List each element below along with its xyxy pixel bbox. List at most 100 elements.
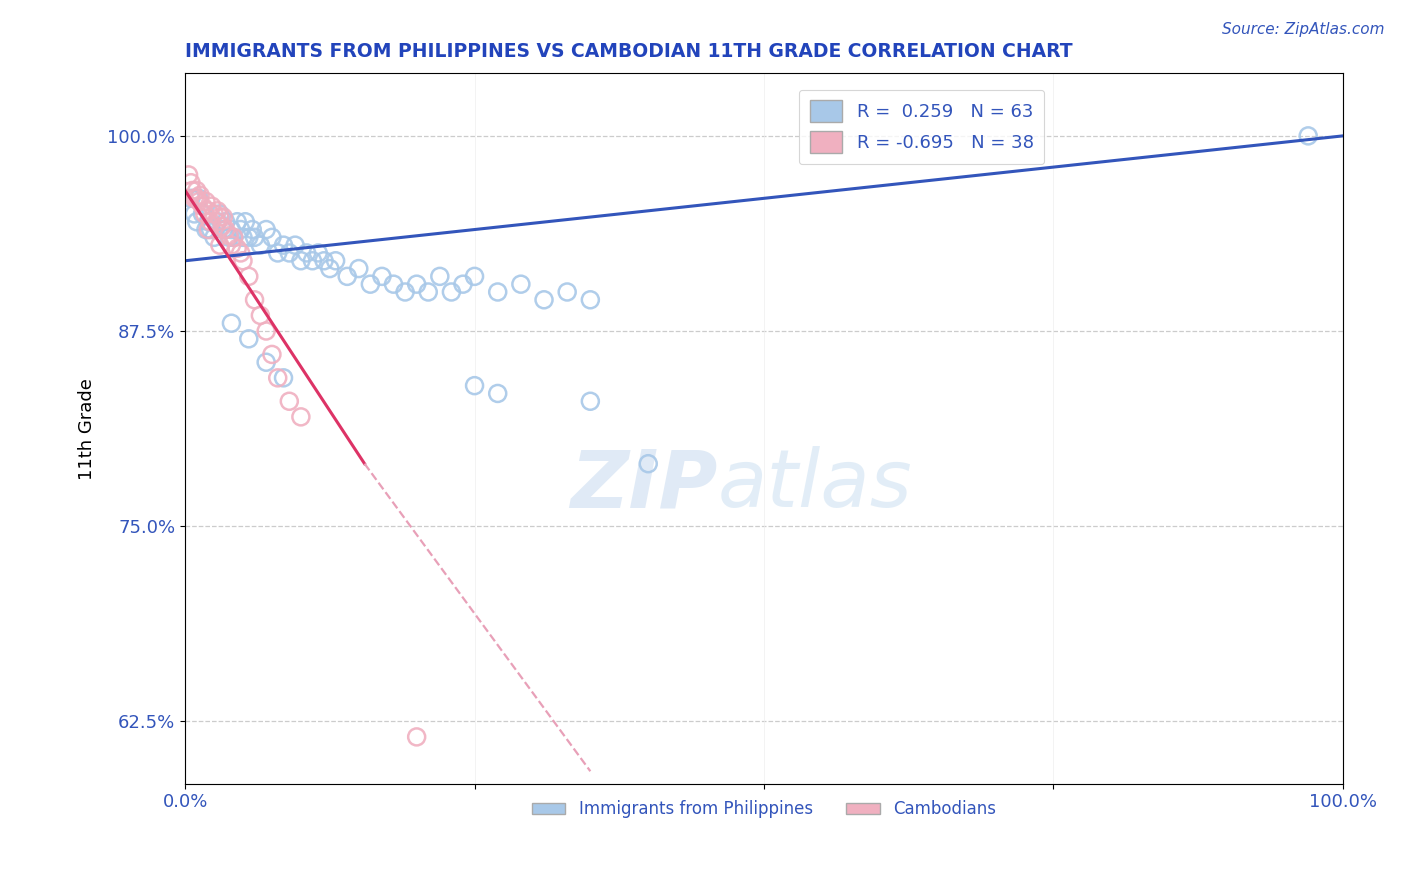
Point <box>200 222 222 236</box>
Point <box>197 203 219 218</box>
Text: atlas: atlas <box>717 446 912 524</box>
Point <box>207 215 229 229</box>
Point <box>451 277 474 292</box>
Point <box>218 230 240 244</box>
Point <box>312 253 335 268</box>
Point <box>205 215 228 229</box>
Point <box>177 168 200 182</box>
Point <box>307 246 329 260</box>
Point <box>555 285 578 299</box>
Point <box>509 277 531 292</box>
Point <box>267 371 290 385</box>
Point <box>214 215 236 229</box>
Point <box>260 347 283 361</box>
Point <box>418 285 440 299</box>
Point <box>180 191 202 205</box>
Text: ZIP: ZIP <box>571 446 717 524</box>
Point <box>290 409 312 424</box>
Point <box>186 184 208 198</box>
Point <box>232 253 254 268</box>
Point <box>194 194 217 209</box>
Point <box>382 277 405 292</box>
Point <box>359 277 381 292</box>
Point <box>243 230 266 244</box>
Point <box>290 253 312 268</box>
Point <box>243 293 266 307</box>
Point <box>319 261 342 276</box>
Point <box>301 253 323 268</box>
Point <box>183 191 205 205</box>
Point <box>201 199 224 213</box>
Point <box>249 309 271 323</box>
Point <box>211 219 233 234</box>
Point <box>191 207 214 221</box>
Point <box>229 222 252 236</box>
Point <box>197 215 219 229</box>
Point <box>188 191 211 205</box>
Point <box>226 241 249 255</box>
Point <box>254 222 277 236</box>
Point <box>194 207 217 221</box>
Point <box>188 194 211 209</box>
Point <box>194 222 217 236</box>
Point <box>273 238 295 252</box>
Point <box>226 215 249 229</box>
Point <box>229 246 252 260</box>
Point <box>405 277 427 292</box>
Point <box>284 238 307 252</box>
Point <box>221 316 243 330</box>
Point <box>180 176 202 190</box>
Point <box>464 269 486 284</box>
Point <box>579 394 602 409</box>
Point <box>278 246 301 260</box>
Point <box>273 371 295 385</box>
Point <box>240 222 263 236</box>
Point <box>183 207 205 221</box>
Point <box>212 222 235 236</box>
Point <box>207 203 229 218</box>
Point <box>208 210 231 224</box>
Point <box>464 378 486 392</box>
Point <box>371 269 394 284</box>
Text: IMMIGRANTS FROM PHILIPPINES VS CAMBODIAN 11TH GRADE CORRELATION CHART: IMMIGRANTS FROM PHILIPPINES VS CAMBODIAN… <box>186 42 1073 61</box>
Point <box>486 386 509 401</box>
Point <box>254 355 277 369</box>
Point <box>325 253 347 268</box>
Point <box>486 285 509 299</box>
Point <box>208 207 231 221</box>
Point <box>181 184 204 198</box>
Point <box>186 191 208 205</box>
Point <box>1296 128 1319 143</box>
Legend: Immigrants from Philippines, Cambodians: Immigrants from Philippines, Cambodians <box>526 794 1002 825</box>
Point <box>188 188 211 202</box>
Point <box>202 207 225 221</box>
Point <box>254 324 277 338</box>
Point <box>222 230 245 244</box>
Point <box>202 230 225 244</box>
Point <box>336 269 359 284</box>
Point <box>221 238 243 252</box>
Point <box>221 222 243 236</box>
Point <box>429 269 451 284</box>
Point <box>238 269 260 284</box>
Point <box>637 457 659 471</box>
Text: Source: ZipAtlas.com: Source: ZipAtlas.com <box>1222 22 1385 37</box>
Point <box>394 285 416 299</box>
Point <box>533 293 555 307</box>
Point <box>222 230 245 244</box>
Point <box>278 394 301 409</box>
Point <box>214 222 236 236</box>
Point <box>260 230 283 244</box>
Point <box>232 230 254 244</box>
Point <box>295 246 318 260</box>
Point <box>405 730 427 744</box>
Point <box>191 199 214 213</box>
Point <box>208 238 231 252</box>
Point <box>212 210 235 224</box>
Point <box>347 261 370 276</box>
Point <box>186 215 208 229</box>
Point <box>249 238 271 252</box>
Point <box>440 285 463 299</box>
Y-axis label: 11th Grade: 11th Grade <box>79 377 96 480</box>
Point <box>218 228 240 243</box>
